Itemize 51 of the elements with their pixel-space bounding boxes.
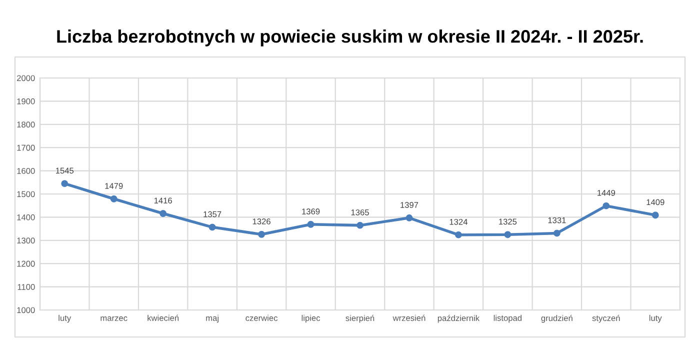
data-label: 1325 xyxy=(499,218,517,225)
point xyxy=(61,180,68,188)
x-tick-label: kwiecień xyxy=(148,314,179,321)
point xyxy=(208,224,216,231)
y-tick-label: 1000 xyxy=(17,307,35,314)
y-tick-label: 2000 xyxy=(17,75,35,82)
data-label: 1479 xyxy=(105,182,123,189)
x-tick-label: marzec xyxy=(100,316,128,321)
point xyxy=(307,220,314,228)
y-tick-label: 1300 xyxy=(17,238,35,244)
point xyxy=(110,195,118,202)
x-tick-label: czerwiec xyxy=(246,314,278,321)
data-label: 1365 xyxy=(351,209,369,216)
point xyxy=(406,214,413,222)
x-tick-label: listopad xyxy=(494,314,522,323)
y-tick-label: 1400 xyxy=(17,214,35,220)
data-label: 1545 xyxy=(56,168,74,174)
point xyxy=(160,210,167,217)
y-tick-label: 1900 xyxy=(17,98,35,104)
x-tick-label: luty xyxy=(649,314,662,323)
data-label: 1409 xyxy=(646,199,664,206)
data-label: 1331 xyxy=(548,217,566,224)
data-label: 1357 xyxy=(204,211,222,218)
x-tick-label: październik xyxy=(438,314,480,323)
data-label: 1449 xyxy=(598,190,616,196)
x-tick-label: lipiec xyxy=(302,314,320,323)
x-tick-label: wrzesień xyxy=(392,314,426,321)
point xyxy=(356,222,364,229)
y-tick-label: 1100 xyxy=(18,284,35,290)
y-tick-label: 1800 xyxy=(17,122,35,128)
point xyxy=(602,202,610,210)
point xyxy=(553,230,560,237)
data-label: 1324 xyxy=(450,218,468,225)
x-tick-label: maj xyxy=(206,314,218,323)
data-label: 1369 xyxy=(302,208,320,214)
point xyxy=(454,231,462,238)
chart-title: Liczba bezrobotnych w powiecie suskim w okresie II 2024r. - II 2025r. xyxy=(57,30,643,46)
x-tick-label: luty xyxy=(58,314,72,323)
x-tick-label: sierpień xyxy=(346,314,374,323)
y-tick-label: 1700 xyxy=(17,144,35,151)
data-label: 1397 xyxy=(400,202,418,208)
y-tick-label: 1500 xyxy=(17,191,35,198)
x-tick-label: grudzień xyxy=(541,314,572,323)
data-label: 1326 xyxy=(252,218,270,224)
point xyxy=(504,231,512,238)
x-tick-label: styczeń xyxy=(592,314,620,323)
point xyxy=(258,230,266,238)
y-tick-label: 1600 xyxy=(17,168,35,174)
y-tick-label: 1200 xyxy=(17,260,35,267)
point xyxy=(652,212,659,219)
data-label: 1416 xyxy=(154,198,172,204)
